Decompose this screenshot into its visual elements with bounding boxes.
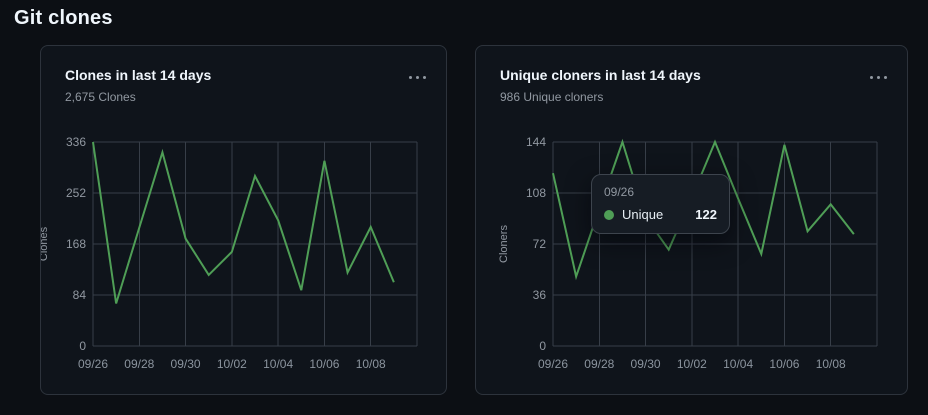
kebab-horizontal-icon [869, 75, 887, 79]
clones-chart-area[interactable]: 0 84 168 252 336 09/26 09/28 09/30 10/02 10/04 10/… [38, 135, 429, 383]
svg-text:252: 252 [66, 186, 86, 200]
svg-text:09/26: 09/26 [538, 357, 568, 371]
cards-row: Clones in last 14 days 2,675 Clones 0 84 1… [38, 45, 908, 395]
svg-text:10/04: 10/04 [263, 357, 293, 371]
svg-text:10/02: 10/02 [217, 357, 247, 371]
series-dot-icon [604, 209, 614, 220]
svg-text:72: 72 [533, 237, 547, 251]
svg-text:0: 0 [79, 339, 86, 353]
svg-text:36: 36 [533, 288, 547, 302]
clones-menu-button[interactable] [402, 66, 432, 88]
svg-text:09/28: 09/28 [584, 357, 614, 371]
tooltip-value: 122 [695, 207, 717, 222]
svg-text:09/26: 09/26 [78, 357, 108, 371]
chart-tooltip: 09/26 Unique 122 [591, 174, 730, 234]
svg-text:Cloners: Cloners [498, 225, 510, 263]
svg-text:10/06: 10/06 [309, 357, 339, 371]
tooltip-row: Unique 122 [604, 207, 717, 222]
svg-text:108: 108 [526, 186, 546, 200]
svg-text:Clones: Clones [41, 226, 50, 261]
clones-line-chart[interactable]: 0 84 168 252 336 09/26 09/28 09/30 10/02 10/04 10/… [38, 135, 429, 378]
tooltip-series-label: Unique [622, 207, 664, 222]
svg-text:168: 168 [66, 237, 86, 251]
svg-text:144: 144 [526, 136, 546, 149]
svg-text:10/06: 10/06 [769, 357, 799, 371]
kebab-horizontal-icon [408, 75, 426, 79]
card-subtitle: 986 Unique cloners [500, 90, 604, 104]
svg-text:336: 336 [66, 136, 86, 149]
svg-text:09/30: 09/30 [171, 357, 201, 371]
clones-card-header: Clones in last 14 days 2,675 Clones [65, 67, 390, 104]
unique-cloners-line-chart[interactable]: 0 36 72 108 144 09/26 09/28 09/30 10/02 10/04 10/0… [476, 135, 889, 378]
card-subtitle: 2,675 Clones [65, 90, 136, 104]
unique-cloners-menu-button[interactable] [863, 66, 893, 88]
svg-text:09/30: 09/30 [631, 357, 661, 371]
unique-cloners-card-header: Unique cloners in last 14 days 986 Uniqu… [500, 67, 851, 104]
svg-text:10/02: 10/02 [677, 357, 707, 371]
svg-text:84: 84 [73, 288, 87, 302]
card-title: Unique cloners in last 14 days [500, 67, 701, 83]
svg-text:0: 0 [539, 339, 546, 353]
card-title: Clones in last 14 days [65, 67, 212, 83]
svg-text:09/28: 09/28 [124, 357, 154, 371]
svg-text:10/08: 10/08 [816, 357, 846, 371]
clones-card: Clones in last 14 days 2,675 Clones 0 84 1… [38, 45, 447, 395]
svg-text:10/04: 10/04 [723, 357, 753, 371]
unique-cloners-card: Unique cloners in last 14 days 986 Uniqu… [475, 45, 908, 395]
page-title: Git clones [14, 7, 113, 29]
svg-text:10/08: 10/08 [356, 357, 386, 371]
tooltip-date: 09/26 [604, 185, 635, 199]
